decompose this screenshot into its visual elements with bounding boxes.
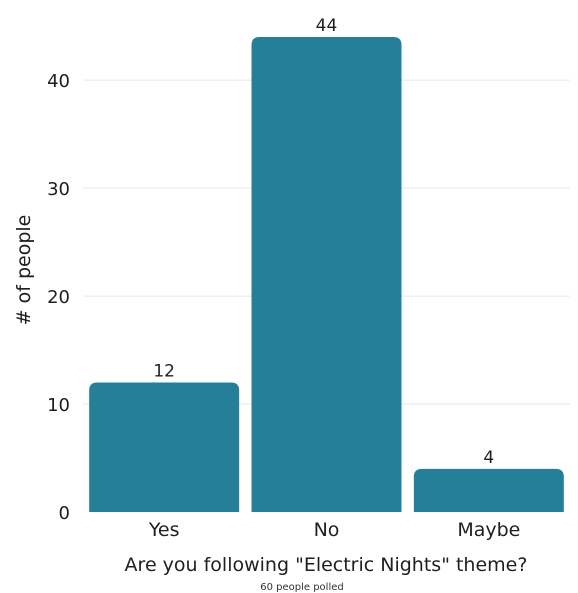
y-axis-ticks: 0 10 20 30 40 (47, 71, 70, 524)
data-label-no: 44 (316, 16, 338, 36)
y-tick-label-20: 20 (47, 287, 70, 308)
x-axis-ticks: Yes No Maybe (148, 519, 521, 541)
bar-maybe (413, 468, 564, 512)
y-tick-label-10: 10 (47, 395, 70, 416)
y-tick-label-40: 40 (47, 71, 70, 92)
y-tick-label-30: 30 (47, 179, 70, 200)
x-axis-title: Are you following "Electric Nights" them… (125, 554, 528, 576)
y-tick-label-0: 0 (59, 503, 70, 524)
x-tick-label-yes: Yes (148, 519, 180, 541)
x-tick-label-maybe: Maybe (457, 519, 520, 541)
bar-yes (89, 382, 240, 512)
bar-no (251, 37, 402, 512)
y-axis-title: # of people (13, 215, 35, 326)
chart-caption: 60 people polled (260, 582, 344, 593)
data-label-yes: 12 (153, 361, 175, 381)
data-label-maybe: 4 (483, 448, 494, 468)
x-tick-label-no: No (314, 519, 340, 541)
bars (89, 37, 564, 512)
